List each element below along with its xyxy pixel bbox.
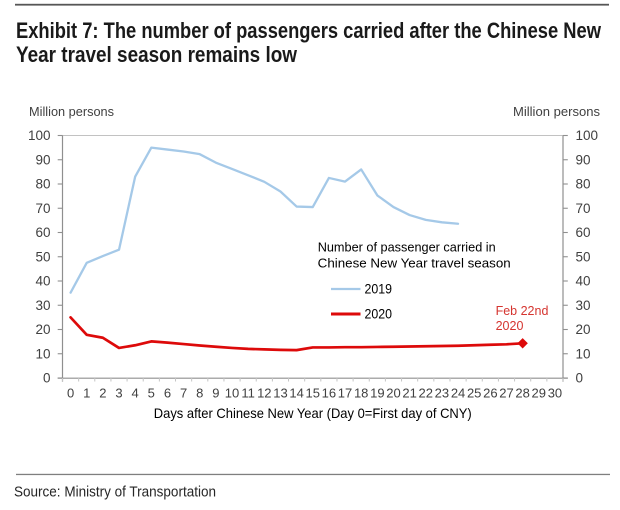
svg-text:8: 8 [196, 386, 203, 401]
svg-text:7: 7 [180, 386, 187, 401]
svg-text:70: 70 [35, 201, 50, 216]
svg-text:40: 40 [35, 274, 50, 289]
svg-text:Source: Ministry of Transporta: Source: Ministry of Transportation [14, 483, 216, 500]
svg-text:50: 50 [35, 249, 50, 264]
svg-text:13: 13 [273, 386, 287, 401]
svg-text:21: 21 [402, 386, 416, 401]
svg-text:40: 40 [576, 274, 591, 289]
svg-text:28: 28 [515, 386, 529, 401]
svg-text:11: 11 [241, 386, 255, 401]
svg-text:30: 30 [548, 386, 562, 401]
svg-text:25: 25 [467, 386, 481, 401]
svg-text:100: 100 [576, 128, 599, 143]
svg-text:0: 0 [43, 371, 51, 386]
svg-text:Days after Chinese New Year (D: Days after Chinese New Year (Day 0=First… [154, 405, 472, 421]
svg-text:12: 12 [257, 386, 271, 401]
svg-text:22: 22 [419, 386, 433, 401]
svg-text:20: 20 [386, 386, 400, 401]
svg-text:Million persons: Million persons [29, 104, 114, 119]
svg-text:17: 17 [338, 386, 352, 401]
svg-text:26: 26 [483, 386, 497, 401]
svg-text:Year travel season remains low: Year travel season remains low [16, 42, 297, 67]
svg-text:9: 9 [212, 386, 219, 401]
svg-text:2020: 2020 [365, 306, 393, 322]
svg-text:27: 27 [499, 386, 513, 401]
svg-text:Chinese New Year travel season: Chinese New Year travel season [318, 255, 511, 270]
svg-text:19: 19 [370, 386, 384, 401]
svg-text:6: 6 [164, 386, 171, 401]
svg-text:Exhibit 7: The number of passe: Exhibit 7: The number of passengers carr… [16, 18, 601, 43]
svg-text:0: 0 [576, 371, 584, 386]
svg-text:15: 15 [306, 386, 320, 401]
svg-text:80: 80 [576, 177, 591, 192]
svg-text:20: 20 [35, 322, 50, 337]
svg-text:Feb 22nd: Feb 22nd [496, 304, 549, 318]
svg-text:10: 10 [225, 386, 239, 401]
svg-text:30: 30 [35, 298, 50, 313]
svg-text:1: 1 [83, 386, 90, 401]
svg-text:20: 20 [576, 322, 591, 337]
svg-text:2: 2 [99, 386, 106, 401]
svg-text:Million persons: Million persons [513, 104, 601, 119]
svg-text:60: 60 [35, 225, 50, 240]
svg-text:2020: 2020 [496, 319, 524, 333]
svg-text:18: 18 [354, 386, 368, 401]
svg-text:60: 60 [576, 225, 591, 240]
svg-text:50: 50 [576, 249, 591, 264]
svg-text:0: 0 [67, 386, 74, 401]
svg-text:90: 90 [576, 152, 591, 167]
svg-text:Number of passenger carried in: Number of passenger carried in [318, 239, 496, 254]
svg-text:90: 90 [35, 152, 50, 167]
svg-text:10: 10 [576, 346, 591, 361]
svg-text:100: 100 [28, 128, 51, 143]
svg-text:14: 14 [289, 386, 303, 401]
svg-text:29: 29 [532, 386, 546, 401]
svg-text:2019: 2019 [365, 281, 393, 297]
svg-text:80: 80 [35, 177, 50, 192]
svg-text:4: 4 [132, 386, 139, 401]
svg-text:30: 30 [576, 298, 591, 313]
svg-text:23: 23 [435, 386, 449, 401]
svg-text:24: 24 [451, 386, 465, 401]
svg-text:10: 10 [35, 346, 50, 361]
svg-text:3: 3 [115, 386, 122, 401]
svg-text:16: 16 [322, 386, 336, 401]
svg-text:5: 5 [148, 386, 155, 401]
svg-text:70: 70 [576, 201, 591, 216]
